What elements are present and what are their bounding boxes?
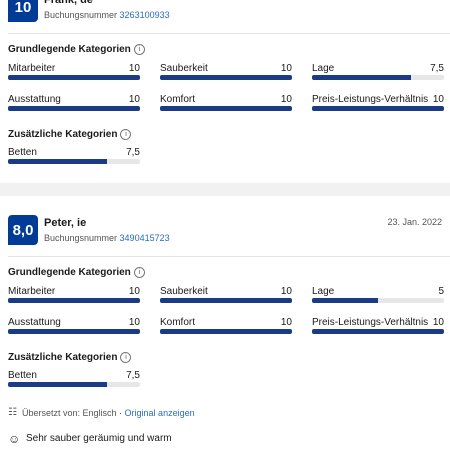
score-bar bbox=[8, 329, 140, 334]
score-bar bbox=[160, 75, 292, 80]
category-name: Komfort bbox=[160, 317, 196, 328]
positive-text: Sehr sauber geräumig und warm bbox=[26, 433, 172, 444]
category-name: Mitarbeiter bbox=[8, 286, 56, 297]
booking-label: Buchungsnummer bbox=[44, 233, 118, 243]
category-name: Sauberkeit bbox=[160, 286, 208, 297]
translate-icon: ☷ bbox=[8, 407, 17, 418]
category-name: Komfort bbox=[160, 94, 196, 105]
section-title: Grundlegende Kategorien i bbox=[8, 44, 145, 55]
score-bar bbox=[8, 75, 140, 80]
score-bar bbox=[312, 75, 411, 80]
category-score: 10 bbox=[128, 286, 140, 297]
category-score: 10 bbox=[128, 63, 140, 74]
booking-link[interactable]: 3263100933 bbox=[117, 10, 170, 20]
score-bar-track bbox=[160, 75, 292, 80]
score-bar-track bbox=[312, 329, 444, 334]
category-score: 10 bbox=[280, 94, 292, 105]
score-bar-track bbox=[8, 159, 140, 164]
category-name: Sauberkeit bbox=[160, 63, 208, 74]
score-bar-track bbox=[8, 382, 140, 387]
category-score: 10 bbox=[128, 317, 140, 328]
score-bar-track bbox=[160, 106, 292, 111]
section-title: Zusätzliche Kategorien i bbox=[8, 352, 132, 363]
category-name: Betten bbox=[8, 147, 37, 158]
category-score: 7,5 bbox=[126, 147, 140, 158]
reviewer-name: Peter, ie bbox=[44, 217, 87, 229]
score-bar-track bbox=[8, 75, 140, 80]
score-bar bbox=[312, 298, 378, 303]
category-name: Preis-Leistungs-Verhältnis bbox=[312, 94, 429, 105]
booking-link[interactable]: 3490415723 bbox=[117, 233, 170, 243]
info-icon[interactable]: i bbox=[133, 44, 145, 55]
original-link[interactable]: Original anzeigen bbox=[122, 408, 195, 418]
score-bar bbox=[160, 329, 292, 334]
category-score: 10 bbox=[432, 317, 444, 328]
category-name: Ausstattung bbox=[8, 94, 61, 105]
score-bar-track bbox=[312, 298, 444, 303]
separator-band bbox=[0, 183, 450, 196]
booking-number: Buchungsnummer 3263100933 bbox=[44, 10, 170, 20]
score-badge: 10 bbox=[8, 0, 38, 22]
info-icon[interactable]: i bbox=[120, 129, 132, 140]
score-bar bbox=[160, 106, 292, 111]
booking-number: Buchungsnummer 3490415723 bbox=[44, 233, 170, 243]
category-score: 10 bbox=[432, 94, 444, 105]
score-bar bbox=[8, 159, 107, 164]
reviewer-name: Frank, de bbox=[44, 0, 93, 6]
score-bar bbox=[8, 106, 140, 111]
score-bar bbox=[160, 298, 292, 303]
divider bbox=[8, 256, 450, 257]
booking-label: Buchungsnummer bbox=[44, 10, 118, 20]
category-name: Preis-Leistungs-Verhältnis bbox=[312, 317, 429, 328]
section-title: Zusätzliche Kategorien i bbox=[8, 129, 132, 140]
review-date: 23. Jan. 2022 bbox=[387, 217, 442, 227]
category-score: 10 bbox=[280, 286, 292, 297]
translation-note: Übersetzt von: Englisch · Original anzei… bbox=[22, 408, 195, 418]
category-score: 10 bbox=[280, 317, 292, 328]
smiley-icon: ☺ bbox=[8, 432, 21, 446]
score-badge: 8,0 bbox=[8, 215, 38, 245]
category-name: Mitarbeiter bbox=[8, 63, 56, 74]
translation-text: Übersetzt von: Englisch · bbox=[22, 408, 123, 418]
category-score: 7,5 bbox=[126, 370, 140, 381]
category-score: 10 bbox=[128, 94, 140, 105]
category-score: 5 bbox=[438, 286, 444, 297]
score-bar-track bbox=[312, 106, 444, 111]
category-name: Lage bbox=[312, 63, 335, 74]
category-score: 10 bbox=[280, 63, 292, 74]
category-name: Ausstattung bbox=[8, 317, 61, 328]
score-bar-track bbox=[8, 329, 140, 334]
score-bar bbox=[8, 382, 107, 387]
category-name: Betten bbox=[8, 370, 37, 381]
category-name: Lage bbox=[312, 286, 335, 297]
score-bar-track bbox=[160, 329, 292, 334]
score-bar-track bbox=[8, 106, 140, 111]
divider bbox=[8, 33, 450, 34]
category-score: 7,5 bbox=[430, 63, 444, 74]
section-title: Grundlegende Kategorien i bbox=[8, 267, 145, 278]
score-bar bbox=[312, 329, 444, 334]
score-bar bbox=[312, 106, 444, 111]
score-bar-track bbox=[8, 298, 140, 303]
info-icon[interactable]: i bbox=[120, 352, 132, 363]
score-bar bbox=[8, 298, 140, 303]
score-bar-track bbox=[312, 75, 444, 80]
score-bar-track bbox=[160, 298, 292, 303]
info-icon[interactable]: i bbox=[133, 267, 145, 278]
